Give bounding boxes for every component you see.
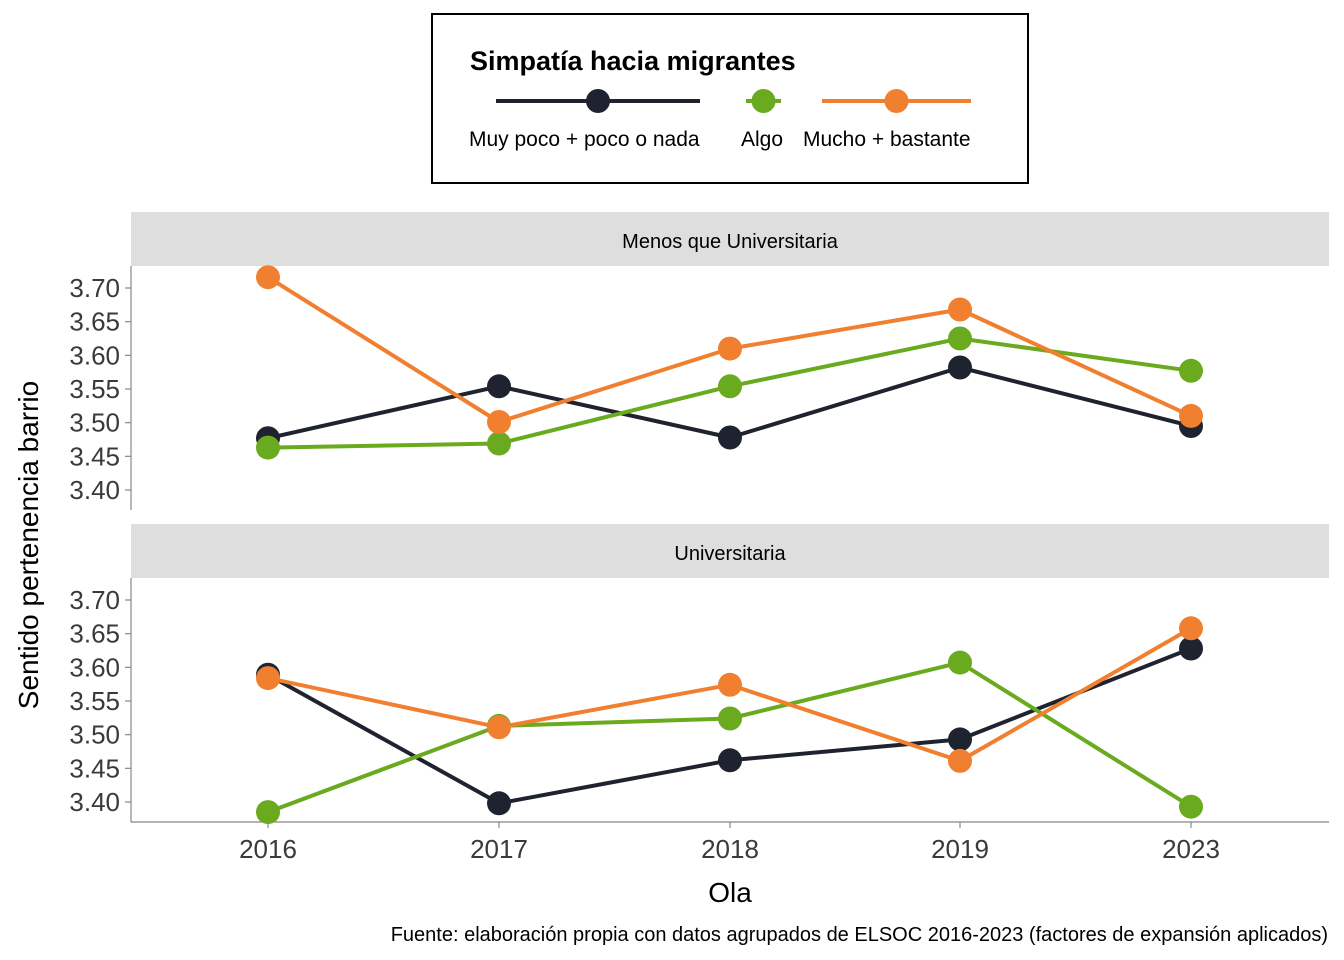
- legend: Simpatía hacia migrantes Muy poco + poco…: [431, 13, 1029, 184]
- data-point-panel-2-series-2-2016: [256, 666, 280, 691]
- legend-title: Simpatía hacia migrantes: [470, 46, 796, 76]
- data-point-panel-1-series-0-2019: [948, 355, 972, 380]
- legend-key-point-0: [586, 89, 610, 113]
- x-tick-label-4: 2023: [1162, 834, 1220, 864]
- series-layer: [256, 265, 1203, 825]
- data-point-panel-2-series-1-2019: [948, 650, 972, 675]
- y-tick-label-panel-2-6: 3.70: [69, 585, 120, 615]
- data-point-panel-2-series-2-2023: [1179, 616, 1203, 641]
- strip-panel-2: [131, 524, 1329, 578]
- x-tick-label-2: 2018: [701, 834, 759, 864]
- y-tick-label-panel-1-5: 3.65: [69, 307, 120, 337]
- y-tick-label-panel-2-0: 3.40: [69, 787, 120, 817]
- y-tick-label-panel-1-6: 3.70: [69, 273, 120, 303]
- data-point-panel-2-series-2-2018: [718, 672, 742, 697]
- data-point-panel-2-series-0-2017: [487, 791, 511, 816]
- data-point-panel-2-series-2-2019: [948, 748, 972, 773]
- y-tick-label-panel-2-5: 3.65: [69, 619, 120, 649]
- strip-panel-1: [131, 212, 1329, 266]
- y-tick-label-panel-1-0: 3.40: [69, 475, 120, 505]
- y-tick-label-panel-1-4: 3.60: [69, 340, 120, 370]
- data-point-panel-1-series-1-2017: [487, 431, 511, 456]
- data-point-panel-2-series-1-2023: [1179, 794, 1203, 819]
- y-tick-label-panel-1-1: 3.45: [69, 441, 120, 471]
- data-point-panel-1-series-0-2017: [487, 374, 511, 399]
- data-point-panel-1-series-2-2023: [1179, 403, 1203, 428]
- y-tick-label-panel-2-1: 3.45: [69, 753, 120, 783]
- x-axis-title: Ola: [708, 877, 752, 908]
- data-point-panel-2-series-0-2023: [1179, 636, 1203, 661]
- data-point-panel-1-series-1-2023: [1179, 358, 1203, 383]
- legend-box: [431, 13, 1029, 184]
- data-point-panel-1-series-2-2016: [256, 265, 280, 290]
- data-point-panel-2-series-0-2019: [948, 727, 972, 752]
- strip-label-panel-2: Universitaria: [674, 543, 786, 565]
- data-point-panel-1-series-1-2016: [256, 435, 280, 460]
- source-caption: Fuente: elaboración propia con datos agr…: [391, 924, 1328, 946]
- strip-label-panel-1: Menos que Universitaria: [622, 231, 839, 253]
- legend-label-0: Muy poco + poco o nada: [469, 128, 700, 151]
- y-tick-label-panel-2-2: 3.50: [69, 720, 120, 750]
- data-point-panel-1-series-2-2017: [487, 410, 511, 434]
- legend-key-point-1: [751, 89, 776, 113]
- data-point-panel-2-series-1-2018: [718, 706, 742, 731]
- legend-keys: [496, 89, 971, 113]
- y-tick-label-panel-2-3: 3.55: [69, 686, 120, 716]
- legend-label-1: Algo: [741, 128, 783, 151]
- data-point-panel-2-series-0-2018: [718, 748, 742, 773]
- x-tick-label-1: 2017: [470, 834, 528, 864]
- y-axis-title: Sentido pertenencia barrio: [13, 381, 44, 709]
- axis-ticks: 3.403.453.503.553.603.653.703.403.453.50…: [69, 273, 1220, 864]
- data-point-panel-1-series-0-2018: [718, 425, 742, 450]
- data-point-panel-1-series-1-2019: [948, 326, 972, 351]
- data-point-panel-1-series-2-2018: [718, 336, 742, 361]
- y-tick-label-panel-2-4: 3.60: [69, 652, 120, 682]
- legend-key-point-2: [884, 89, 909, 113]
- data-point-panel-2-series-1-2016: [256, 800, 280, 825]
- x-tick-label-0: 2016: [239, 834, 297, 864]
- legend-label-2: Mucho + bastante: [803, 128, 971, 151]
- y-tick-label-panel-1-3: 3.55: [69, 374, 120, 404]
- data-point-panel-1-series-2-2019: [948, 297, 972, 322]
- data-point-panel-2-series-2-2017: [487, 715, 511, 740]
- data-point-panel-1-series-1-2018: [718, 374, 742, 399]
- y-tick-label-panel-1-2: 3.50: [69, 408, 120, 438]
- x-tick-label-3: 2019: [931, 834, 989, 864]
